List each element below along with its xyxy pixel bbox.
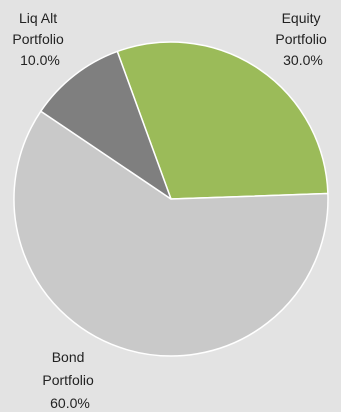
slice-liq-alt (40, 50, 172, 200)
pie-slices (13, 41, 329, 357)
slice-label-liq-alt: Liq Alt Portfolio 10.0% (12, 10, 67, 68)
slice-equity (116, 41, 329, 200)
slice-bond (13, 110, 329, 357)
slice-label-equity: Equity Portfolio 30.0% (275, 10, 330, 68)
slice-label-bond: Bond Portfolio 60.0% (42, 349, 97, 411)
pie-labels: Equity Portfolio 30.0% Liq Alt Portfolio… (12, 10, 330, 411)
